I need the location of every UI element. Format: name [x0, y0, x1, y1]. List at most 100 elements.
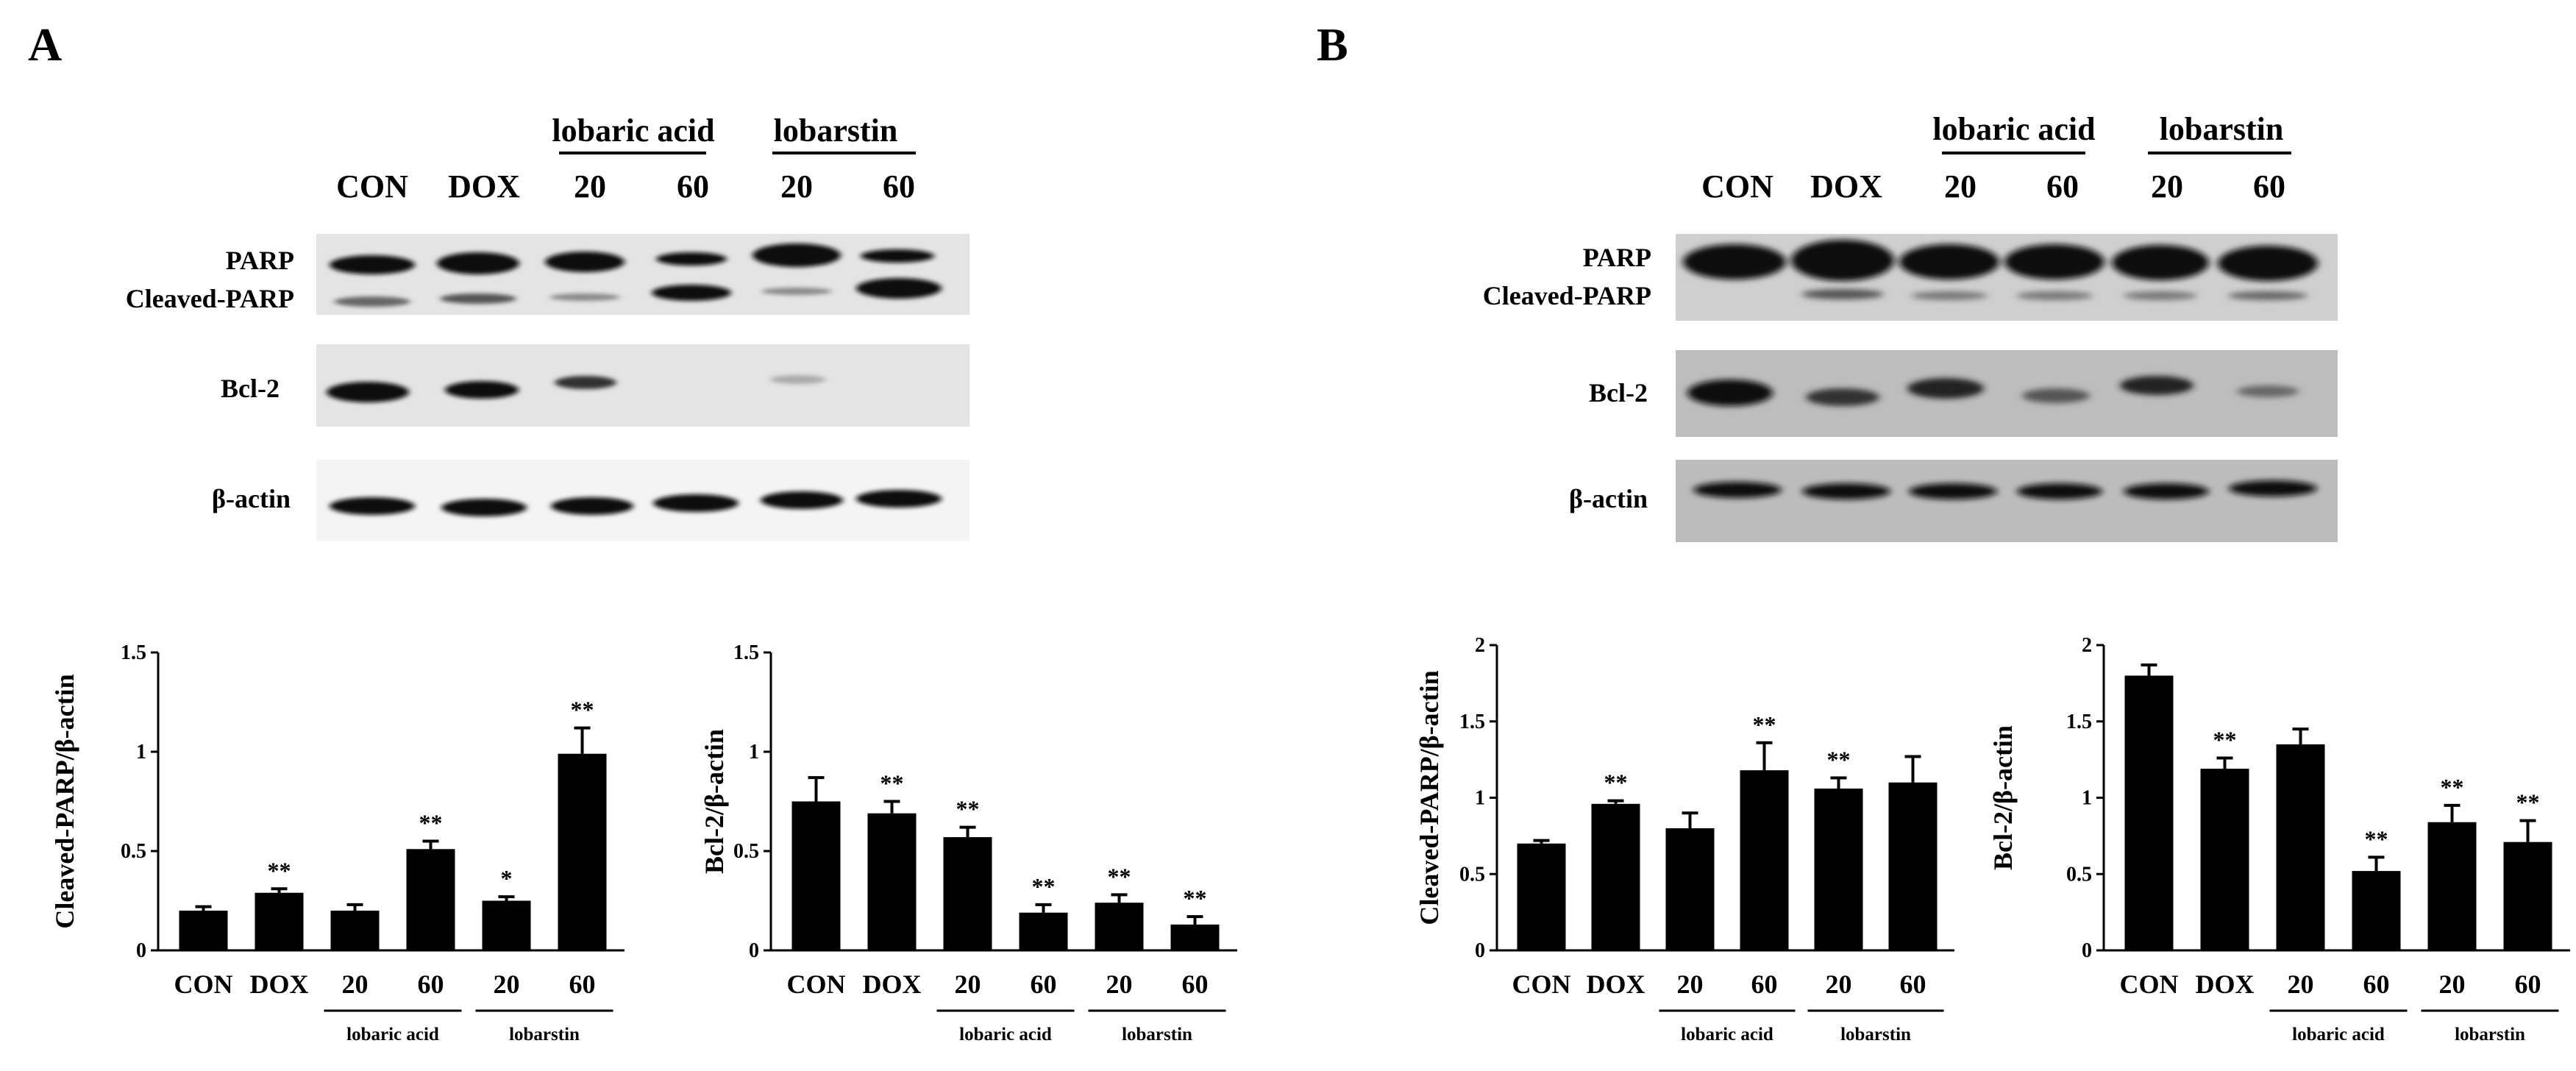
category-label: 20 — [1106, 969, 1133, 999]
significance-marker: ** — [419, 810, 443, 836]
category-label: 60 — [1182, 969, 1209, 999]
group-label: lobaric acid — [2292, 1025, 2385, 1045]
y-tick-label: 1 — [2082, 787, 2092, 810]
bar — [2276, 744, 2325, 950]
blot-row-label: Bcl-2 — [1589, 378, 1648, 408]
lane-label: CON — [1701, 168, 1773, 204]
significance-marker: ** — [1753, 711, 1776, 738]
category-label: 20 — [1677, 969, 1704, 999]
significance-marker: ** — [1032, 873, 1056, 900]
category-label: 60 — [418, 969, 444, 999]
y-tick-label: 0 — [749, 939, 759, 962]
group-header-lobarstin: lobarstin — [774, 113, 898, 149]
lane-label: DOX — [1810, 168, 1882, 204]
bar — [406, 849, 455, 950]
panel-letter-a: A — [28, 18, 62, 71]
y-axis-label: Cleaved-PARP/β-actin — [1415, 670, 1444, 925]
y-tick-label: 2 — [2082, 634, 2092, 657]
bar — [2503, 842, 2552, 950]
panel-letter-b: B — [1317, 18, 1348, 71]
bar — [1517, 843, 1566, 950]
significance-marker: ** — [1108, 863, 1131, 889]
category-label: 20 — [2439, 969, 2466, 999]
group-label: lobarstin — [1840, 1025, 1911, 1045]
lane-label: 60 — [883, 168, 915, 204]
group-label: lobarstin — [509, 1025, 580, 1045]
bar — [482, 900, 531, 950]
y-tick-label: 1.5 — [733, 641, 759, 664]
category-label: 60 — [1900, 969, 1926, 999]
bar — [1888, 782, 1938, 950]
y-tick-label: 0 — [136, 939, 146, 962]
lane-label: 20 — [2151, 168, 2183, 204]
category-label: CON — [174, 969, 233, 999]
bar — [1170, 924, 1220, 950]
y-tick-label: 1 — [749, 741, 759, 764]
category-label: 60 — [2363, 969, 2390, 999]
significance-marker: ** — [1604, 769, 1628, 796]
group-label: lobaric acid — [346, 1025, 439, 1045]
bar — [943, 837, 992, 950]
blot-membrane — [1676, 350, 2338, 437]
category-label: DOX — [2196, 969, 2255, 999]
bar — [867, 813, 917, 950]
western-blot-image-b — [1676, 234, 2338, 542]
bar — [179, 911, 228, 950]
bar-chart: 0 0.5 1 1.5 Bcl-2/β-actin CON ** DOX ** 20 ** 60 ** 2… — [700, 641, 1237, 1045]
significance-marker: ** — [880, 770, 904, 797]
category-label: DOX — [863, 969, 922, 999]
bar — [1740, 770, 1789, 950]
bar — [330, 911, 380, 950]
category-label: 20 — [342, 969, 369, 999]
category-label: CON — [787, 969, 846, 999]
lane-label: 20 — [1944, 168, 1977, 204]
lane-label: 60 — [2046, 168, 2079, 204]
significance-marker: ** — [1184, 885, 1207, 911]
bar-chart: 0 0.5 1 1.5 2 Bcl-2/β-actin CON ** DOX 20 ** 60 ** 20… — [1988, 634, 2570, 1045]
bar — [1665, 828, 1715, 950]
bar — [791, 801, 841, 950]
y-tick-label: 2 — [1475, 634, 1485, 657]
category-label: DOX — [1587, 969, 1645, 999]
bar — [2200, 769, 2249, 950]
lane-label: 60 — [2253, 168, 2285, 204]
bar — [1095, 903, 1144, 950]
category-label: 20 — [1826, 969, 1852, 999]
blot-row-label: PARP — [226, 246, 294, 275]
category-label: CON — [1512, 969, 1571, 999]
bar — [255, 892, 304, 950]
blot-membrane — [316, 344, 969, 427]
category-label: 60 — [1751, 969, 1778, 999]
y-tick-label: 1 — [136, 741, 146, 764]
blot-row-label: Bcl-2 — [221, 374, 280, 403]
western-blot-image-a — [316, 234, 969, 541]
y-tick-label: 0 — [2082, 939, 2092, 962]
significance-marker: * — [501, 865, 513, 892]
blot-row-label: β-actin — [212, 484, 291, 513]
category-label: 60 — [1031, 969, 1057, 999]
y-tick-label: 1.5 — [1459, 711, 1485, 733]
blot-header-a: lobaric acid lobarstin CON DOX 20 60 20 … — [336, 113, 916, 204]
category-label: 60 — [569, 969, 596, 999]
group-label: lobarstin — [2455, 1025, 2525, 1045]
lane-label: 60 — [677, 168, 709, 204]
y-tick-label: 0.5 — [733, 840, 759, 863]
blot-row-label: Cleaved-PARP — [1483, 281, 1651, 310]
significance-marker: ** — [1827, 747, 1851, 773]
significance-marker: ** — [956, 796, 980, 822]
blot-membrane — [1676, 460, 2338, 542]
blot-header-b: lobaric acid lobarstin CON DOX 20 60 20 … — [1701, 111, 2291, 204]
group-header-lobaric-acid: lobaric acid — [552, 113, 714, 149]
y-tick-label: 0.5 — [2066, 863, 2092, 886]
bar — [558, 753, 607, 950]
bar — [2427, 822, 2477, 950]
lane-label: 20 — [574, 168, 606, 204]
bar — [2352, 871, 2401, 950]
significance-marker: ** — [571, 697, 594, 723]
category-label: 20 — [955, 969, 981, 999]
y-tick-label: 1.5 — [2066, 711, 2092, 733]
bar-chart: 0 0.5 1 1.5 2 Cleaved-PARP/β-actin CON ** DOX 20 *… — [1415, 634, 1954, 1045]
